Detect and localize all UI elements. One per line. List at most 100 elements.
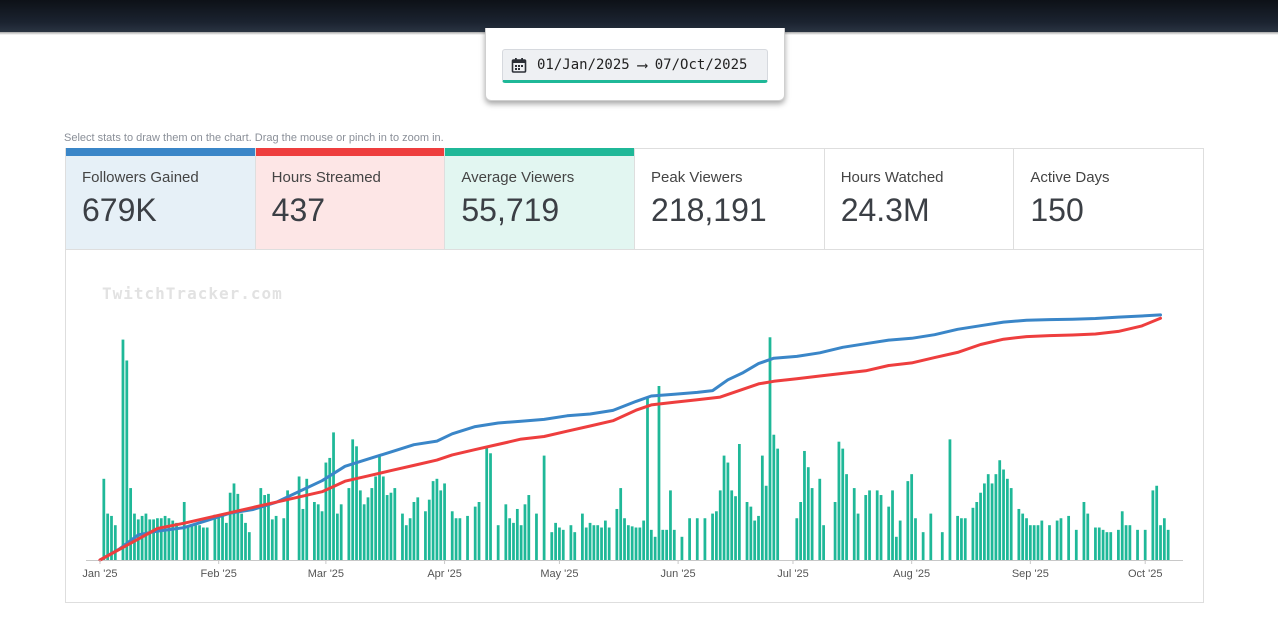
bar-average-viewers[interactable] bbox=[718, 490, 722, 560]
bar-average-viewers[interactable] bbox=[573, 532, 577, 560]
bar-average-viewers[interactable] bbox=[619, 488, 623, 560]
bar-average-viewers[interactable] bbox=[734, 496, 737, 560]
bar-average-viewers[interactable] bbox=[1059, 518, 1063, 560]
stats-chart[interactable]: Jan '25 Feb '25 Mar '25 Apr '25 May '25 Jun '… bbox=[66, 250, 1203, 602]
bar-average-viewers[interactable] bbox=[167, 518, 171, 560]
bar-average-viewers[interactable] bbox=[366, 497, 370, 560]
bar-average-viewers[interactable] bbox=[450, 511, 454, 560]
bar-average-viewers[interactable] bbox=[975, 502, 979, 560]
bar-average-viewers[interactable] bbox=[914, 518, 917, 560]
bar-average-viewers[interactable] bbox=[370, 488, 374, 560]
bar-average-viewers[interactable] bbox=[921, 532, 925, 560]
bar-average-viewers[interactable] bbox=[332, 432, 335, 560]
bar-average-viewers[interactable] bbox=[427, 499, 431, 560]
bar-average-viewers[interactable] bbox=[286, 490, 289, 560]
bar-average-viewers[interactable] bbox=[603, 520, 607, 560]
bar-average-viewers[interactable] bbox=[990, 483, 994, 560]
bar-average-viewers[interactable] bbox=[768, 337, 772, 560]
bar-average-viewers[interactable] bbox=[929, 513, 933, 560]
bar-average-viewers[interactable] bbox=[194, 525, 198, 560]
bar-average-viewers[interactable] bbox=[512, 522, 515, 560]
bar-average-viewers[interactable] bbox=[102, 478, 106, 560]
bar-average-viewers[interactable] bbox=[875, 490, 879, 560]
bar-average-viewers[interactable] bbox=[247, 532, 251, 560]
bar-average-viewers[interactable] bbox=[818, 478, 822, 560]
bar-average-viewers[interactable] bbox=[496, 525, 500, 560]
bar-average-viewers[interactable] bbox=[879, 495, 883, 560]
bar-average-viewers[interactable] bbox=[477, 502, 481, 560]
bar-average-viewers[interactable] bbox=[588, 522, 592, 560]
bar-average-viewers[interactable] bbox=[845, 474, 848, 560]
bar-average-viewers[interactable] bbox=[186, 525, 190, 560]
bar-average-viewers[interactable] bbox=[1005, 478, 1009, 560]
bar-average-viewers[interactable] bbox=[584, 527, 588, 560]
bar-average-viewers[interactable] bbox=[454, 518, 458, 560]
bar-average-viewers[interactable] bbox=[898, 520, 902, 560]
bar-average-viewers[interactable] bbox=[607, 527, 611, 560]
bar-average-viewers[interactable] bbox=[891, 490, 894, 560]
bar-average-viewers[interactable] bbox=[722, 455, 726, 560]
stat-followers-gained[interactable]: Followers Gained 679K bbox=[66, 148, 256, 249]
bar-average-viewers[interactable] bbox=[485, 446, 489, 560]
bar-average-viewers[interactable] bbox=[198, 525, 201, 560]
bar-average-viewers[interactable] bbox=[711, 513, 714, 560]
bar-average-viewers[interactable] bbox=[726, 462, 730, 560]
bar-average-viewers[interactable] bbox=[772, 434, 776, 560]
bar-average-viewers[interactable] bbox=[263, 495, 267, 560]
bar-average-viewers[interactable] bbox=[561, 529, 565, 560]
bar-average-viewers[interactable] bbox=[267, 493, 270, 560]
bar-average-viewers[interactable] bbox=[760, 455, 764, 560]
bar-average-viewers[interactable] bbox=[515, 508, 519, 560]
bar-average-viewers[interactable] bbox=[626, 525, 630, 560]
bar-average-viewers[interactable] bbox=[956, 515, 959, 560]
bar-average-viewers[interactable] bbox=[163, 515, 167, 560]
bar-average-viewers[interactable] bbox=[856, 513, 860, 560]
bar-average-viewers[interactable] bbox=[1151, 490, 1155, 560]
bar-average-viewers[interactable] bbox=[1159, 525, 1162, 560]
bar-average-viewers[interactable] bbox=[316, 504, 320, 560]
bar-average-viewers[interactable] bbox=[764, 485, 768, 560]
bar-average-viewers[interactable] bbox=[466, 515, 469, 560]
bar-average-viewers[interactable] bbox=[910, 474, 914, 560]
bar-average-viewers[interactable] bbox=[416, 497, 420, 560]
bar-average-viewers[interactable] bbox=[646, 397, 649, 560]
bar-average-viewers[interactable] bbox=[1028, 525, 1032, 560]
bar-average-viewers[interactable] bbox=[715, 511, 718, 560]
bar-average-viewers[interactable] bbox=[351, 439, 355, 560]
bar-average-viewers[interactable] bbox=[358, 490, 362, 560]
bar-average-viewers[interactable] bbox=[1021, 513, 1025, 560]
bar-average-viewers[interactable] bbox=[144, 513, 148, 560]
bar-average-viewers[interactable] bbox=[305, 478, 309, 560]
bar-average-viewers[interactable] bbox=[998, 460, 1002, 560]
bar-average-viewers[interactable] bbox=[776, 448, 780, 560]
bar-average-viewers[interactable] bbox=[424, 511, 427, 560]
bar-average-viewers[interactable] bbox=[362, 504, 366, 560]
bar-average-viewers[interactable] bbox=[313, 502, 316, 560]
bar-average-viewers[interactable] bbox=[558, 527, 561, 560]
bar-average-viewers[interactable] bbox=[1101, 529, 1105, 560]
bar-average-viewers[interactable] bbox=[535, 513, 538, 560]
bar-average-viewers[interactable] bbox=[615, 508, 619, 560]
bar-average-viewers[interactable] bbox=[1032, 525, 1036, 560]
bar-average-viewers[interactable] bbox=[833, 502, 837, 560]
bar-average-viewers[interactable] bbox=[963, 518, 967, 560]
bar-average-viewers[interactable] bbox=[810, 488, 814, 560]
bar-average-viewers[interactable] bbox=[554, 522, 557, 560]
bar-average-viewers[interactable] bbox=[688, 518, 691, 560]
bar-average-viewers[interactable] bbox=[527, 495, 531, 560]
bar-average-viewers[interactable] bbox=[1082, 502, 1086, 560]
bar-average-viewers[interactable] bbox=[600, 527, 603, 560]
bar-average-viewers[interactable] bbox=[431, 481, 435, 560]
bar-average-viewers[interactable] bbox=[190, 525, 194, 560]
bar-average-viewers[interactable] bbox=[653, 536, 657, 560]
bar-average-viewers[interactable] bbox=[205, 527, 209, 560]
bar-average-viewers[interactable] bbox=[171, 520, 175, 560]
bar-average-viewers[interactable] bbox=[110, 515, 113, 560]
bar-average-viewers[interactable] bbox=[297, 476, 301, 560]
bar-average-viewers[interactable] bbox=[657, 386, 661, 560]
bar-average-viewers[interactable] bbox=[508, 518, 512, 560]
bar-average-viewers[interactable] bbox=[270, 519, 274, 560]
bar-average-viewers[interactable] bbox=[504, 504, 508, 560]
bar-average-viewers[interactable] bbox=[378, 455, 381, 560]
bar-average-viewers[interactable] bbox=[680, 536, 684, 560]
